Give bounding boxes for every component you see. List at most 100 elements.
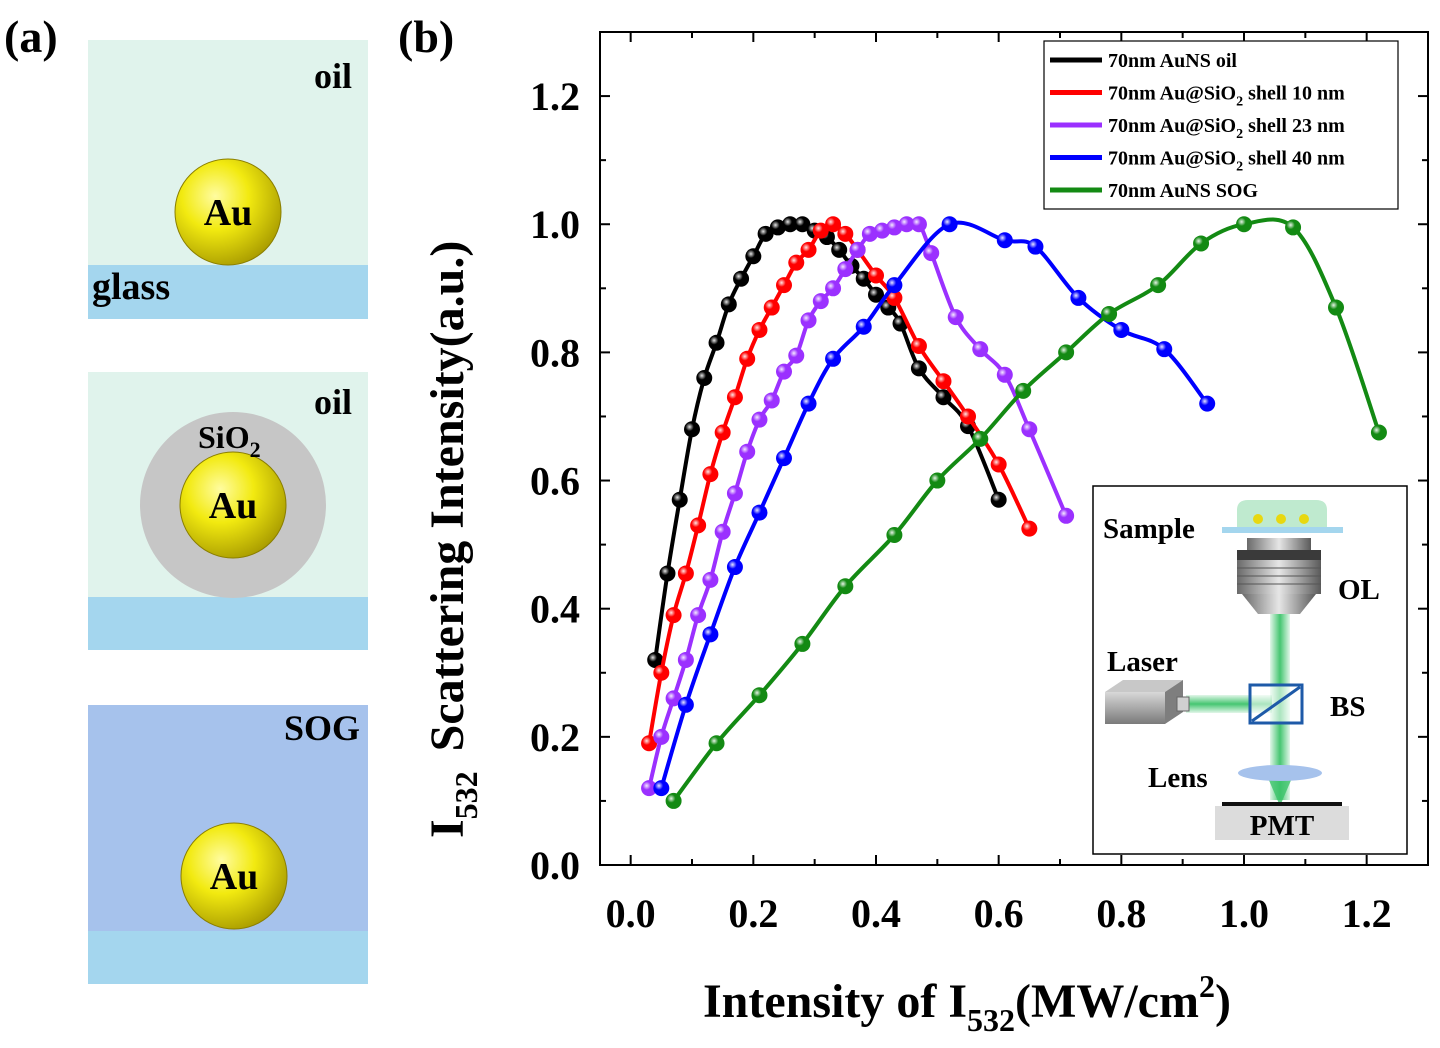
y-title-prefix: I — [421, 819, 474, 838]
data-point-highlight — [745, 248, 762, 265]
x-tick-label: 0.0 — [606, 891, 656, 936]
data-point-highlight — [788, 347, 805, 364]
data-point-highlight — [751, 687, 768, 704]
data-point-highlight — [1193, 235, 1210, 252]
data-point-highlight — [972, 430, 989, 447]
data-point-highlight — [702, 626, 719, 643]
data-point-highlight — [702, 466, 719, 483]
bs-label: BS — [1330, 691, 1365, 723]
data-point-highlight — [837, 225, 854, 242]
sio2-label: SiO2 — [198, 419, 261, 462]
x-title-end: ) — [1215, 975, 1231, 1028]
plot-frame — [599, 31, 1429, 866]
x-title-unit: (MW/cm — [1015, 975, 1199, 1028]
data-point-highlight — [800, 312, 817, 329]
laser-icon — [1105, 680, 1190, 724]
y-title-sub: 532 — [448, 771, 484, 819]
data-point-highlight — [708, 334, 725, 351]
schematic-sog: SOG Au — [88, 705, 368, 984]
x-tick-label: 0.6 — [974, 891, 1024, 936]
data-point-highlight — [812, 293, 829, 310]
au-label: Au — [210, 856, 259, 898]
data-point-highlight — [739, 443, 756, 460]
data-point-highlight — [1113, 321, 1130, 338]
data-point-highlight — [1328, 299, 1344, 316]
data-point-highlight — [665, 792, 682, 809]
data-point-highlight — [714, 523, 731, 540]
legend-label-text: 70nm Au@SiO — [1108, 148, 1236, 170]
sio2-subscript: 2 — [250, 437, 261, 462]
data-point-highlight — [720, 296, 737, 313]
data-point-highlight — [671, 491, 688, 508]
data-point-highlight — [868, 267, 884, 284]
sio2-text: SiO — [198, 419, 250, 455]
data-point-highlight — [696, 370, 713, 387]
data-point-highlight — [800, 241, 817, 258]
panel-b: (b) 0.0 0.2 0.4 0.6 0.8 1.0 1.2 0.0 0.2 0.4 0.6 0.8… — [398, 11, 1429, 1038]
glass-substrate — [88, 597, 368, 650]
sample-particle — [1276, 514, 1286, 524]
y-axis-title: I532 Scattering Intensity(a.u.) — [421, 241, 484, 838]
lens-icon — [1238, 765, 1322, 781]
y-title-main: Scattering Intensity(a.u.) — [421, 241, 474, 752]
legend-label-text: 70nm AuNS oil — [1108, 50, 1237, 72]
legend-label: 70nm AuNS oil — [1108, 50, 1237, 72]
data-point-highlight — [929, 472, 946, 489]
data-point-highlight — [972, 341, 989, 358]
glass-substrate — [88, 265, 368, 319]
data-point-highlight — [1236, 216, 1252, 233]
y-tick-label: 1.2 — [530, 74, 580, 119]
data-point-highlight — [1058, 507, 1075, 524]
series-2 — [641, 216, 1038, 752]
data-point-highlight — [665, 607, 682, 624]
data-point-highlight — [825, 216, 842, 233]
data-point-highlight — [837, 578, 854, 595]
data-point-highlight — [831, 241, 848, 258]
data-point-highlight — [1027, 238, 1044, 255]
data-point-highlight — [1285, 219, 1302, 236]
x-tick-label: 0.4 — [851, 891, 901, 936]
data-point-highlight — [910, 216, 927, 233]
data-point-highlight — [1070, 289, 1087, 306]
data-point-highlight — [910, 337, 927, 354]
data-point-highlight — [1150, 277, 1167, 294]
data-point-highlight — [641, 735, 658, 752]
data-point-highlight — [947, 309, 964, 326]
data-point-highlight — [776, 277, 792, 294]
series-layer — [641, 216, 1387, 809]
data-point-highlight — [996, 232, 1013, 249]
x-tick-label: 0.2 — [728, 891, 778, 936]
data-point-highlight — [1021, 520, 1038, 537]
glass-label: glass — [92, 266, 170, 308]
data-point-highlight — [800, 395, 817, 412]
y-tick-label: 0.8 — [530, 330, 580, 375]
data-point-highlight — [910, 360, 927, 377]
data-point-highlight — [677, 696, 694, 713]
legend-label-subscript: 2 — [1236, 95, 1243, 110]
laser-label: Laser — [1107, 646, 1178, 678]
data-point-highlight — [837, 261, 854, 278]
legend-label-subscript: 2 — [1236, 160, 1243, 175]
legend-box — [1043, 40, 1399, 210]
series-5 — [665, 216, 1387, 809]
data-point-highlight — [751, 411, 768, 428]
inset-setup: Sample OL Laser — [1092, 485, 1408, 855]
data-point-highlight — [898, 216, 915, 233]
data-point-highlight — [751, 321, 768, 338]
au-label: Au — [204, 192, 253, 234]
x-tick-label: 1.0 — [1219, 891, 1269, 936]
data-point-highlight — [941, 216, 958, 233]
data-point-highlight — [923, 245, 940, 262]
data-point-highlight — [861, 225, 878, 242]
data-point-highlight — [763, 392, 780, 409]
data-point-highlight — [1199, 395, 1216, 412]
data-point-highlight — [855, 318, 872, 335]
data-point-highlight — [886, 527, 903, 544]
data-point-highlight — [690, 517, 707, 534]
objective-lens-icon — [1237, 538, 1321, 614]
data-point-highlight — [653, 728, 670, 745]
data-point-highlight — [702, 571, 719, 588]
y-tick-label: 0.4 — [530, 587, 580, 632]
data-point-highlight — [690, 607, 707, 624]
